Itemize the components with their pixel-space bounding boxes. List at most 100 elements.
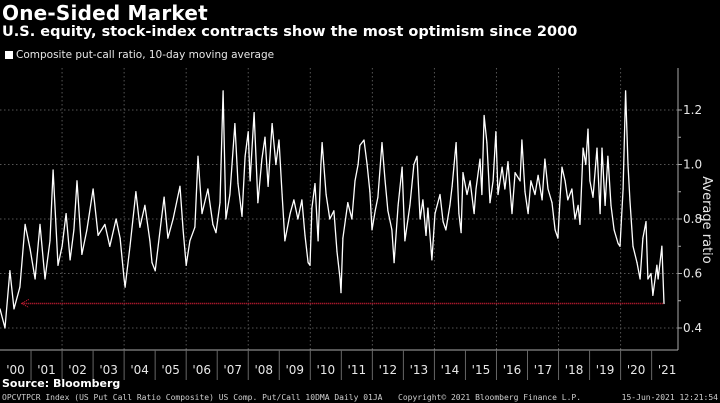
data-point [404, 240, 406, 242]
x-tick-label: '11 [348, 363, 367, 377]
data-point [527, 212, 529, 215]
data-point [422, 199, 424, 201]
data-point [197, 155, 199, 157]
data-point [320, 163, 322, 166]
data-point [460, 232, 462, 234]
data-point [301, 199, 303, 201]
y-tick-label: 0.4 [683, 321, 702, 335]
data-point [596, 147, 598, 149]
data-point [369, 191, 371, 193]
data-point [234, 123, 236, 125]
data-point [159, 229, 161, 231]
data-point [129, 245, 131, 247]
data-point [115, 218, 117, 220]
data-point [495, 131, 497, 133]
data-point [534, 193, 536, 196]
data-point [61, 245, 63, 247]
data-point [377, 196, 379, 198]
data-point [185, 264, 187, 266]
data-point [163, 196, 165, 198]
data-point [585, 163, 587, 166]
grid [0, 68, 678, 350]
data-point [237, 182, 239, 185]
x-tick-label: '16 [503, 363, 522, 377]
data-point [384, 180, 386, 182]
data-point [13, 308, 15, 310]
data-point [624, 90, 627, 92]
x-tick-label: '01 [37, 363, 56, 377]
data-point [219, 202, 221, 204]
data-point [149, 240, 151, 242]
x-tick-label: '21 [658, 363, 677, 377]
data-point [401, 166, 403, 168]
chart-subtitle: U.S. equity, stock-index contracts show … [2, 24, 578, 40]
data-point [619, 245, 621, 247]
x-tick-label: '08 [254, 363, 273, 377]
data-point [366, 163, 368, 166]
y-tick-label: 1.2 [683, 103, 702, 117]
data-point [511, 212, 513, 215]
data-point [445, 229, 447, 231]
data-point [473, 212, 475, 215]
data-point [4, 327, 6, 329]
legend-swatch [5, 51, 13, 59]
footer-timestamp: 15-Jun-2021 12:21:54 [621, 393, 718, 402]
data-point [391, 229, 393, 231]
data-point [656, 264, 658, 266]
data-point [189, 240, 191, 242]
data-point [663, 302, 665, 305]
source-note: Source: Bloomberg [2, 377, 121, 390]
data-point [351, 218, 353, 220]
data-point [481, 193, 483, 196]
data-point [413, 163, 415, 166]
data-point [657, 278, 659, 280]
data-point [311, 207, 313, 209]
data-point [229, 193, 231, 196]
data-point [69, 259, 71, 261]
x-tick-label: '14 [441, 363, 460, 377]
data-point [469, 180, 471, 182]
data-point [650, 272, 652, 275]
data-point [483, 114, 485, 117]
data-point [574, 218, 576, 220]
data-point [119, 237, 121, 239]
x-tick-label: '07 [223, 363, 242, 377]
data-point [321, 142, 323, 144]
data-point [104, 223, 106, 226]
data-point [167, 237, 169, 239]
data-point [622, 188, 624, 190]
data-point [194, 226, 196, 228]
data-point [425, 234, 427, 236]
data-point [617, 242, 619, 245]
data-point [201, 212, 203, 215]
data-point [458, 212, 460, 215]
x-tick-label: '03 [99, 363, 118, 377]
data-point [284, 240, 286, 242]
data-point [567, 199, 569, 201]
data-point [514, 172, 516, 174]
data-point [135, 191, 137, 193]
data-point [297, 218, 299, 220]
data-point [434, 212, 436, 215]
data-point [359, 144, 361, 147]
data-point [427, 207, 429, 209]
data-point [73, 229, 75, 231]
data-point [363, 139, 365, 141]
data-point [629, 199, 631, 201]
data-point [492, 180, 494, 182]
data-point [610, 204, 612, 206]
x-tick-label: '20 [627, 363, 646, 377]
y-tick-label: 0.8 [683, 212, 702, 226]
x-tick-label: '05 [161, 363, 180, 377]
data-point [489, 202, 491, 204]
data-point [592, 196, 594, 198]
data-point [9, 270, 11, 272]
data-point [57, 264, 59, 266]
data-point [627, 163, 629, 166]
data-point [582, 147, 584, 149]
data-point [439, 193, 441, 196]
data-point [497, 193, 499, 196]
axes: 0.4 0.6 0.8 1.0 1.2 '00 '01 '02 '03 '04 '05 '06 '07 '… [0, 68, 702, 380]
data-point [431, 259, 433, 261]
